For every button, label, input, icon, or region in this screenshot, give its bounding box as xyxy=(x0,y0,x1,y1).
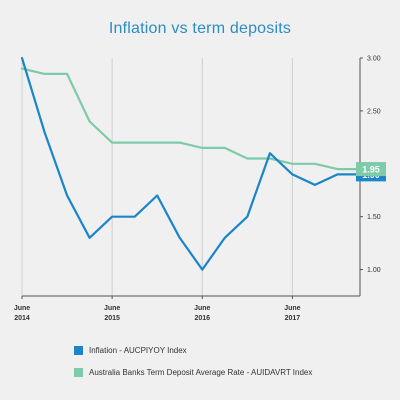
legend-label-term-deposits: Australia Banks Term Deposit Average Rat… xyxy=(89,368,313,377)
y-tick-label-4: 1.00 xyxy=(367,267,381,274)
series-line-term-deposits xyxy=(20,67,362,171)
x-tick-label-year-2: 2016 xyxy=(194,315,210,322)
y-tick-label-3: 1.50 xyxy=(367,214,381,221)
x-tick-label-month-3: June xyxy=(284,305,300,312)
chart-title: Inflation vs term deposits xyxy=(108,20,292,37)
legend-item-term-deposits: Australia Banks Term Deposit Average Rat… xyxy=(74,368,312,377)
legend-label-inflation: Inflation - AUCPIYOY Index xyxy=(89,346,187,355)
x-tick-label-year-1: 2015 xyxy=(104,315,120,322)
legend-swatch-term-deposits xyxy=(74,368,83,377)
x-tick-label-month-1: June xyxy=(104,305,120,312)
y-tick-label-0: 3.00 xyxy=(367,56,381,63)
last-value-tag-term-deposits xyxy=(356,162,386,177)
legend-item-inflation: Inflation - AUCPIYOY Index xyxy=(74,346,187,355)
x-tick-label-month-2: June xyxy=(194,305,210,312)
x-tick-label-year-0: 2014 xyxy=(14,315,30,322)
legend-swatch-inflation xyxy=(74,346,83,355)
x-tick-label-year-3: 2017 xyxy=(285,315,301,322)
x-tick-label-month-0: June xyxy=(14,305,30,312)
series-line-inflation xyxy=(20,56,362,271)
last-value-label-term-deposits: 1.95 xyxy=(362,165,380,175)
y-tick-label-1: 2.50 xyxy=(367,108,381,115)
